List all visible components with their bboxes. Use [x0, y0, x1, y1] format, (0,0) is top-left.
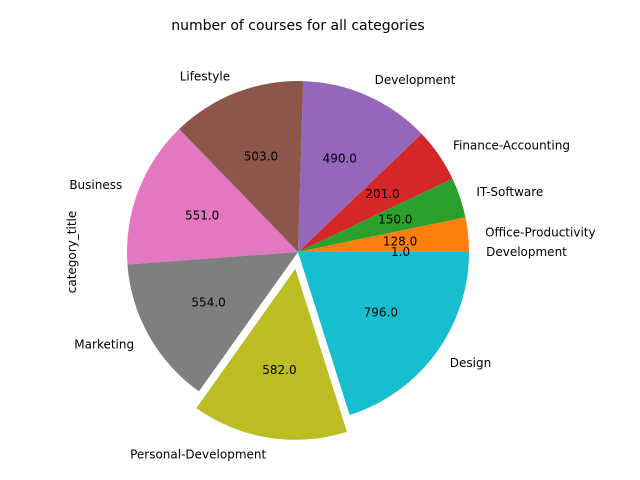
category-label-business-6: Business [69, 178, 122, 192]
category-label-it-software-2: IT-Software [476, 185, 543, 199]
category-label-development-4: Development [375, 73, 456, 87]
slice-business-6 [127, 129, 298, 265]
chart-title: number of courses for all categories [171, 18, 424, 34]
slice-personal-development-8 [196, 268, 347, 440]
value-label-business-6: 551.0 [185, 208, 219, 222]
slice-development-4 [298, 81, 422, 253]
category-label-design-9: Design [450, 356, 491, 370]
value-label-it-software-2: 150.0 [378, 212, 412, 226]
slice-office-productivity-1 [298, 217, 469, 252]
pie-slices [127, 81, 469, 440]
slice-design-9 [298, 252, 469, 416]
slice-marketing-7 [127, 252, 298, 392]
value-label-personal-development-8: 582.0 [262, 363, 296, 377]
slice-finance-accounting-3 [298, 133, 453, 252]
value-label-development-0: 1.0 [391, 245, 410, 259]
value-label-office-productivity-1: 128.0 [383, 234, 417, 248]
category-label-lifestyle-5: Lifestyle [180, 70, 230, 84]
category-label-office-productivity-1: Office-Productivity [485, 226, 596, 240]
slice-lifestyle-5 [179, 81, 304, 252]
category-label-personal-development-8: Personal-Development [130, 448, 266, 462]
category-label-development-0: Development [486, 245, 567, 259]
slice-it-software-2 [298, 178, 466, 252]
value-label-development-4: 490.0 [323, 151, 357, 165]
value-label-lifestyle-5: 503.0 [244, 149, 278, 163]
category-label-finance-accounting-3: Finance-Accounting [453, 138, 570, 152]
y-axis-label: category_title [65, 211, 79, 294]
category-label-marketing-7: Marketing [74, 337, 134, 351]
value-label-marketing-7: 554.0 [191, 295, 225, 309]
value-label-finance-accounting-3: 201.0 [365, 187, 399, 201]
value-label-design-9: 796.0 [364, 306, 398, 320]
category-labels: Development Office-Productivity IT-Softwar… [69, 70, 595, 462]
